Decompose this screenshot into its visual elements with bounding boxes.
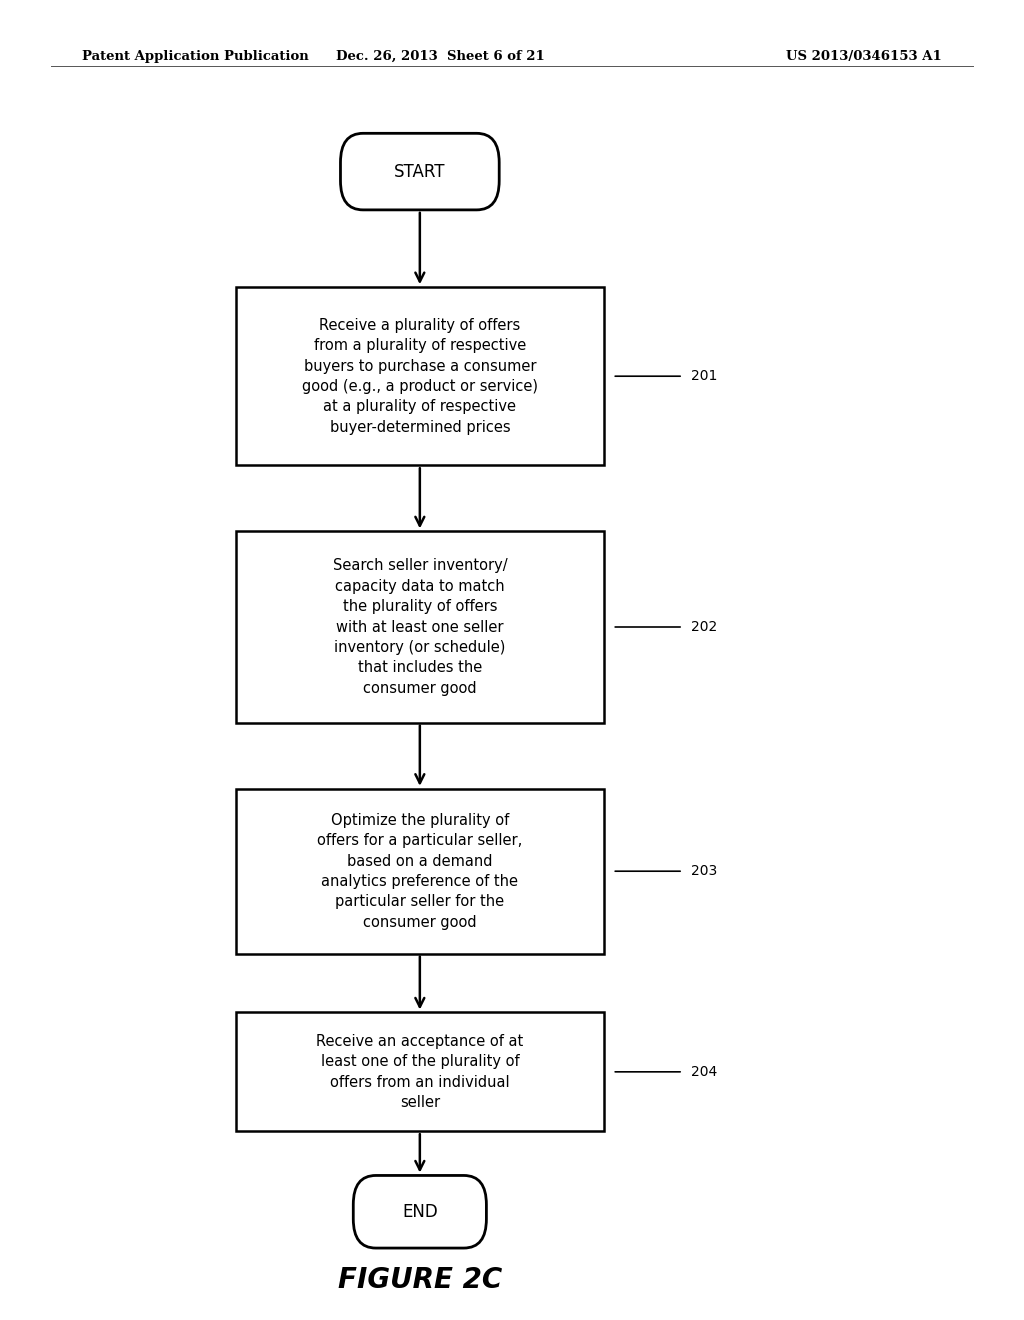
Text: END: END [402, 1203, 437, 1221]
Text: START: START [394, 162, 445, 181]
Text: Receive a plurality of offers
from a plurality of respective
buyers to purchase : Receive a plurality of offers from a plu… [302, 318, 538, 434]
Text: 204: 204 [691, 1065, 718, 1078]
Text: Receive an acceptance of at
least one of the plurality of
offers from an individ: Receive an acceptance of at least one of… [316, 1034, 523, 1110]
Text: US 2013/0346153 A1: US 2013/0346153 A1 [786, 50, 942, 63]
Text: Patent Application Publication: Patent Application Publication [82, 50, 308, 63]
Text: FIGURE 2C: FIGURE 2C [338, 1266, 502, 1295]
Text: 203: 203 [691, 865, 718, 878]
Text: Search seller inventory/
capacity data to match
the plurality of offers
with at : Search seller inventory/ capacity data t… [333, 558, 507, 696]
Text: 201: 201 [691, 370, 718, 383]
Text: Dec. 26, 2013  Sheet 6 of 21: Dec. 26, 2013 Sheet 6 of 21 [336, 50, 545, 63]
Text: 202: 202 [691, 620, 718, 634]
Text: Optimize the plurality of
offers for a particular seller,
based on a demand
anal: Optimize the plurality of offers for a p… [317, 813, 522, 929]
